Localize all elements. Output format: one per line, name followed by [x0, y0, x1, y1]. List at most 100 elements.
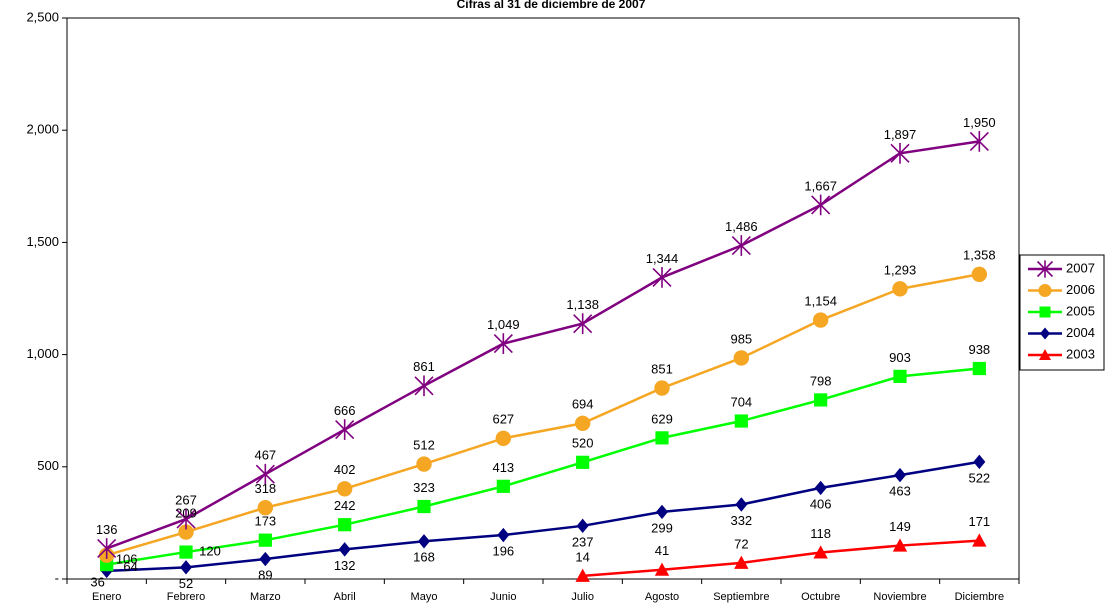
- chart-title: Cifras al 31 de diciembre de 2007: [457, 0, 646, 11]
- data-point-square: [655, 431, 669, 445]
- data-point-square: [338, 518, 352, 532]
- legend-entry-2004: 2004: [1028, 325, 1095, 340]
- data-label: 627: [492, 412, 514, 427]
- data-point-asterisk: [731, 235, 751, 256]
- data-label: 64: [123, 559, 137, 574]
- data-label: 323: [413, 480, 435, 495]
- y-tick-label: 1,000: [26, 346, 59, 361]
- data-label: 318: [254, 481, 276, 496]
- x-tick-label: Enero: [92, 591, 121, 603]
- data-label: 851: [651, 361, 673, 376]
- x-tick-label: Diciembre: [955, 591, 1005, 603]
- data-point-circle: [574, 415, 591, 431]
- legend-label: 2006: [1066, 282, 1095, 297]
- axes: - 500 1,000 1,500 2,000 2,500 Enero Febrero Marz…: [26, 9, 1020, 603]
- data-label: 120: [199, 544, 221, 559]
- data-point-circle: [733, 350, 750, 366]
- data-point-triangle: [972, 533, 987, 547]
- y-tick-label: 500: [37, 458, 59, 473]
- data-label: 14: [575, 549, 589, 564]
- x-tick-label: Marzo: [250, 591, 281, 603]
- data-label: 406: [810, 496, 832, 511]
- data-label: 413: [492, 460, 514, 475]
- legend-entry-2006: 2006: [1028, 282, 1095, 297]
- x-tick-label: Julio: [571, 591, 594, 603]
- data-label: 242: [334, 498, 356, 513]
- data-label: 209: [175, 506, 197, 521]
- data-label: 1,667: [804, 178, 837, 193]
- data-point-asterisk: [414, 375, 434, 397]
- data-point-square: [734, 414, 748, 428]
- series-line-2007: [106, 140, 980, 550]
- data-label: 237: [572, 534, 594, 549]
- data-point-triangle: [654, 562, 670, 576]
- legend-label: 2005: [1066, 303, 1095, 318]
- data-point-triangle: [734, 555, 749, 569]
- data-label: 1,950: [963, 115, 996, 130]
- data-label: 299: [651, 520, 673, 535]
- data-point-diamond: [973, 454, 986, 470]
- data-point-circle: [654, 380, 670, 396]
- y-tick-label: 2,000: [26, 122, 59, 137]
- data-point-triangle: [892, 538, 908, 552]
- data-label: 149: [889, 519, 911, 534]
- data-label: 1,293: [884, 262, 917, 277]
- data-label: 36: [90, 574, 104, 589]
- data-label: 168: [413, 550, 435, 565]
- data-point-asterisk: [97, 538, 117, 559]
- data-point-diamond: [1040, 327, 1050, 340]
- data-label: 467: [254, 448, 276, 463]
- data-point-asterisk: [890, 142, 910, 164]
- data-label: 520: [572, 436, 594, 451]
- data-point-square: [1039, 306, 1051, 318]
- data-point-asterisk: [573, 313, 593, 334]
- data-point-square: [417, 499, 431, 514]
- data-point-circle: [971, 266, 988, 282]
- data-point-diamond: [814, 480, 827, 496]
- data-label: 704: [730, 394, 752, 409]
- data-point-asterisk: [493, 333, 513, 354]
- data-label: 332: [730, 513, 752, 528]
- data-point-diamond: [338, 542, 351, 557]
- y-tick-label: -: [55, 570, 59, 585]
- data-point-square: [496, 479, 510, 493]
- data-label: 267: [175, 493, 197, 508]
- data-point-asterisk: [1036, 260, 1054, 278]
- data-label: 1,486: [725, 219, 758, 234]
- x-tick-label: Septiembre: [713, 591, 769, 603]
- data-point-triangle: [575, 568, 590, 582]
- data-label: 132: [334, 558, 356, 573]
- data-label: 89: [258, 567, 272, 582]
- data-label: 136: [96, 522, 118, 537]
- data-point-circle: [1038, 284, 1052, 297]
- series-layer: [97, 131, 989, 582]
- x-tick-label: Junio: [490, 591, 516, 603]
- data-point-diamond: [497, 527, 510, 543]
- legend-entry-2003: 2003: [1028, 346, 1095, 361]
- data-point-diamond: [576, 518, 589, 534]
- x-tick-label: Noviembre: [873, 591, 926, 603]
- data-point-square: [972, 361, 986, 376]
- data-point-diamond: [180, 560, 192, 575]
- legend-label: 2007: [1066, 260, 1095, 275]
- data-point-square: [814, 393, 828, 407]
- data-point-circle: [495, 430, 512, 447]
- data-point-diamond: [894, 467, 906, 483]
- data-label: 1,897: [884, 127, 917, 142]
- data-point-triangle: [1039, 349, 1051, 360]
- x-tick-label: Octubre: [801, 591, 840, 603]
- data-point-asterisk: [176, 508, 196, 530]
- data-point-circle: [257, 499, 274, 516]
- data-label: 1,138: [566, 297, 599, 312]
- data-label: 861: [413, 359, 435, 374]
- data-point-circle: [416, 456, 432, 472]
- data-point-square: [258, 533, 272, 547]
- series-line-2006: [106, 273, 980, 557]
- data-label: 985: [730, 331, 752, 346]
- data-point-circle: [892, 281, 908, 297]
- x-tick-label: Agosto: [645, 591, 679, 603]
- y-tick-label: 1,500: [26, 234, 59, 249]
- data-label: 1,344: [646, 251, 679, 266]
- data-label: 171: [968, 514, 990, 529]
